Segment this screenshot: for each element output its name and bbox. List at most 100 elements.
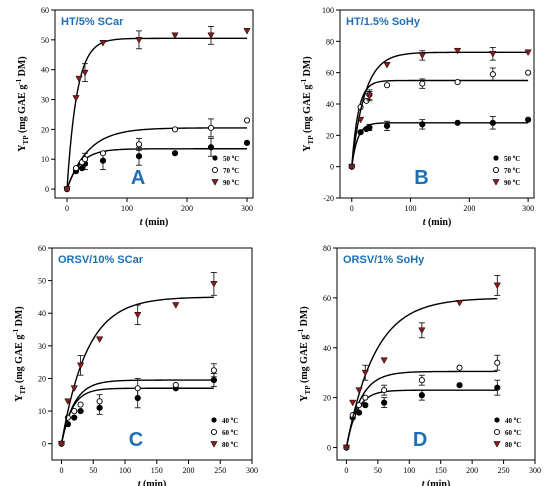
legend-marker [492, 179, 500, 186]
fit-curve [60, 296, 214, 444]
y-axis-label: YTP (mg GAE g-1 DM) [12, 306, 27, 401]
data-point [418, 392, 425, 399]
legend-label: 60 oC [222, 429, 238, 437]
legend-marker [211, 179, 219, 186]
chart-panel-c: 0 50 100 150 200 250 300 0 10 20 30 40 50 60 t (min) YT… [12, 244, 258, 486]
legend-label: 50 oC [223, 155, 239, 163]
data-point [207, 32, 215, 40]
x-tick-label: 250 [214, 466, 226, 475]
plot-frame [336, 247, 536, 461]
data-point [356, 116, 365, 124]
y-tick-label: 20 [323, 394, 331, 403]
x-tick-label: 150 [151, 466, 163, 475]
x-tick-label: 100 [403, 466, 415, 475]
data-point [362, 394, 369, 401]
fit-curve [351, 51, 529, 167]
legend-marker [494, 417, 500, 423]
panel-letter: D [413, 429, 427, 451]
panel-title: ORSV/1% SoHy [343, 254, 425, 266]
legend: 50 oC 70 oC 90 oC [211, 155, 239, 187]
data-point [357, 129, 364, 136]
data-point [134, 312, 142, 319]
x-tick-label: 0 [350, 204, 354, 213]
data-point [418, 327, 426, 335]
data-point [171, 126, 179, 133]
y-tick-label: 40 [326, 100, 334, 109]
data-point [75, 75, 83, 83]
y-tick-label: 0 [330, 163, 334, 172]
data-point [243, 139, 251, 146]
legend-marker [493, 155, 499, 161]
panel-title: HT/5% SCar [61, 16, 124, 28]
legend-marker [211, 166, 219, 174]
fit-curve [66, 127, 247, 190]
data-point [207, 144, 215, 151]
x-tick-label: 100 [119, 466, 131, 475]
x-tick-label: 50 [89, 466, 97, 475]
fit-curve [345, 297, 498, 448]
legend-label: 70 oC [504, 167, 520, 175]
data-point [77, 407, 84, 415]
data-point [365, 93, 374, 100]
y-axis-label: YTP (mg GAE g-1 DM) [15, 56, 30, 151]
x-tick-label: 0 [65, 204, 69, 213]
chart-panel-b: 0 100 200 300 -20 0 20 40 60 80 100 t (min) YTP (mg … [300, 6, 535, 228]
data-point [361, 369, 369, 377]
fit-curve [351, 79, 529, 167]
data-point [454, 119, 461, 126]
data-point [135, 141, 143, 148]
y-tick-label: 60 [38, 244, 46, 253]
y-tick-label: 40 [38, 309, 46, 318]
data-point [135, 37, 143, 44]
panel-title: ORSV/10% SCar [58, 254, 144, 266]
y-tick-label: 20 [326, 131, 334, 140]
y-tick-label: -20 [323, 194, 334, 203]
x-axis-label: t (min) [138, 479, 167, 486]
data-point [64, 398, 72, 406]
data-point [210, 367, 217, 374]
data-point [81, 69, 89, 77]
y-tick-label: 40 [41, 66, 49, 75]
legend-marker [210, 441, 218, 448]
legend-marker [492, 166, 500, 174]
x-tick-label: 100 [405, 204, 417, 213]
legend-label: 60 oC [505, 429, 521, 437]
x-tick-label: 150 [435, 466, 447, 475]
data-point [134, 385, 141, 392]
y-tick-label: 80 [326, 37, 334, 46]
data-point [63, 186, 71, 193]
data-point [456, 382, 463, 389]
legend-marker [210, 428, 218, 436]
panel-title: HT/1.5% SoHy [346, 16, 421, 28]
y-axis-label: YTP (mg GAE g-1 DM) [297, 306, 312, 401]
data-point [342, 444, 351, 452]
data-point [493, 282, 501, 290]
y-tick-label: 10 [41, 155, 49, 164]
data-point [418, 52, 426, 60]
y-tick-label: 100 [322, 6, 334, 15]
data-point [99, 40, 107, 47]
panel-letter: B [414, 167, 428, 189]
series-2 [57, 272, 218, 448]
x-tick-label: 300 [522, 204, 534, 213]
fit-curve [66, 37, 247, 190]
legend-label: 80 oC [505, 441, 521, 449]
y-tick-label: 10 [38, 407, 46, 416]
fit-curve [345, 370, 498, 448]
x-tick-label: 200 [463, 204, 475, 213]
legend: 40 oC 60 oC 80 oC [493, 417, 521, 449]
data-point [171, 150, 179, 157]
x-tick-label: 300 [241, 204, 253, 213]
data-point [81, 156, 89, 163]
x-tick-label: 300 [246, 466, 258, 475]
y-tick-label: 50 [41, 36, 49, 45]
legend-marker [211, 417, 217, 423]
data-point [380, 357, 388, 364]
data-point [453, 47, 462, 55]
legend-label: 40 oC [505, 417, 521, 425]
legend: 40 oC 60 oC 80 oC [210, 417, 238, 449]
data-point [489, 71, 496, 78]
legend: 50 oC 70 oC 90 oC [492, 155, 520, 187]
series-2 [348, 47, 532, 171]
